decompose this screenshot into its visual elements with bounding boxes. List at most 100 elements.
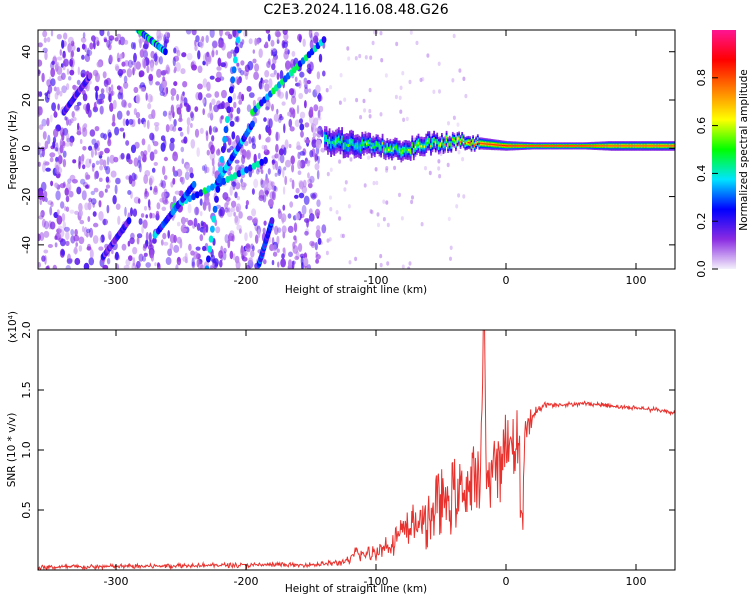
- noise-speckle: [263, 79, 269, 84]
- signal-band-cell: [406, 149, 409, 152]
- noise-speckle: [220, 115, 224, 120]
- noise-speckle: [226, 135, 231, 141]
- noise-speckle: [78, 209, 83, 217]
- noise-speckle: [69, 59, 74, 65]
- noise-speckle: [162, 232, 167, 240]
- trend-mark: [216, 175, 222, 183]
- noise-speckle: [226, 51, 232, 59]
- noise-speckle: [161, 180, 167, 189]
- noise-speckle: [339, 73, 343, 78]
- noise-speckle: [163, 40, 168, 49]
- trend-mark: [211, 215, 217, 223]
- noise-speckle: [419, 77, 423, 83]
- signal-band-cell: [377, 143, 379, 146]
- noise-speckle: [147, 102, 152, 110]
- noise-speckle: [105, 176, 110, 183]
- noise-speckle: [263, 259, 267, 265]
- noise-speckle: [137, 155, 142, 164]
- noise-speckle: [41, 118, 47, 127]
- noise-speckle: [176, 107, 182, 115]
- noise-speckle: [289, 126, 295, 132]
- signal-band-cell: [529, 145, 532, 147]
- noise-speckle: [170, 137, 175, 143]
- noise-speckle: [106, 39, 111, 48]
- noise-speckle: [338, 159, 342, 164]
- noise-speckle: [304, 100, 307, 109]
- noise-speckle: [424, 166, 427, 171]
- signal-band-cell: [643, 145, 646, 147]
- noise-speckle: [202, 108, 205, 116]
- noise-speckle: [86, 47, 90, 57]
- signal-band-cell: [522, 145, 524, 147]
- noise-speckle: [188, 243, 192, 251]
- noise-speckle: [190, 123, 193, 128]
- noise-speckle: [370, 209, 374, 215]
- noise-speckle: [211, 40, 218, 48]
- trend-mark: [250, 120, 255, 128]
- colorbar-tick-label: 0.0: [695, 260, 708, 278]
- noise-speckle: [123, 39, 129, 45]
- noise-speckle: [107, 95, 111, 101]
- noise-speckle: [147, 144, 151, 153]
- noise-speckle: [457, 193, 461, 198]
- noise-speckle: [215, 127, 218, 133]
- noise-speckle: [288, 251, 293, 258]
- noise-speckle: [183, 97, 188, 106]
- noise-speckle: [125, 140, 130, 146]
- noise-speckle: [155, 210, 160, 217]
- signal-band-cell: [578, 145, 581, 147]
- noise-speckle: [172, 151, 179, 162]
- noise-speckle: [148, 232, 152, 242]
- noise-speckle: [173, 244, 180, 253]
- noise-speckle: [358, 53, 362, 59]
- noise-speckle: [179, 176, 184, 183]
- noise-speckle: [119, 53, 124, 60]
- noise-speckle: [206, 149, 210, 156]
- noise-speckle: [232, 253, 236, 261]
- noise-speckle: [309, 150, 314, 158]
- trend-mark: [212, 205, 218, 213]
- noise-speckle: [137, 159, 142, 169]
- signal-band-cell: [392, 147, 395, 150]
- noise-speckle: [229, 250, 234, 260]
- noise-speckle: [252, 99, 256, 107]
- noise-speckle: [287, 111, 291, 117]
- noise-speckle: [108, 132, 112, 138]
- signal-band-cell: [472, 140, 474, 143]
- noise-speckle: [180, 146, 185, 153]
- noise-speckle: [151, 167, 156, 173]
- noise-speckle: [103, 38, 107, 43]
- noise-speckle: [133, 157, 139, 167]
- noise-speckle: [163, 156, 168, 162]
- noise-speckle: [54, 147, 58, 152]
- noise-speckle: [456, 122, 460, 127]
- noise-speckle: [204, 166, 210, 173]
- trend-mark: [208, 235, 214, 243]
- noise-speckle: [63, 58, 69, 67]
- signal-band-cell: [483, 143, 485, 145]
- noise-speckle: [354, 56, 358, 61]
- noise-speckle: [173, 81, 178, 87]
- noise-speckle: [178, 117, 183, 123]
- signal-band-cell: [587, 145, 590, 147]
- y-tick-label: -20: [20, 188, 33, 206]
- noise-speckle: [293, 222, 298, 233]
- noise-speckle: [298, 243, 303, 252]
- noise-speckle: [262, 227, 266, 234]
- signal-band-cell: [558, 145, 560, 147]
- noise-speckle: [299, 118, 303, 124]
- noise-speckle: [111, 249, 114, 255]
- noise-speckle: [183, 136, 188, 144]
- x-tick-label: -300: [104, 274, 129, 287]
- noise-speckle: [179, 131, 184, 137]
- noise-speckle: [146, 119, 150, 130]
- noise-speckle: [304, 122, 310, 128]
- noise-speckle: [65, 206, 70, 212]
- noise-speckle: [274, 225, 279, 235]
- noise-speckle: [205, 93, 212, 98]
- noise-speckle: [82, 93, 88, 102]
- signal-band-cell: [665, 145, 668, 147]
- noise-speckle: [148, 73, 154, 82]
- signal-band-cell: [515, 145, 518, 147]
- signal-band-cell: [570, 145, 573, 147]
